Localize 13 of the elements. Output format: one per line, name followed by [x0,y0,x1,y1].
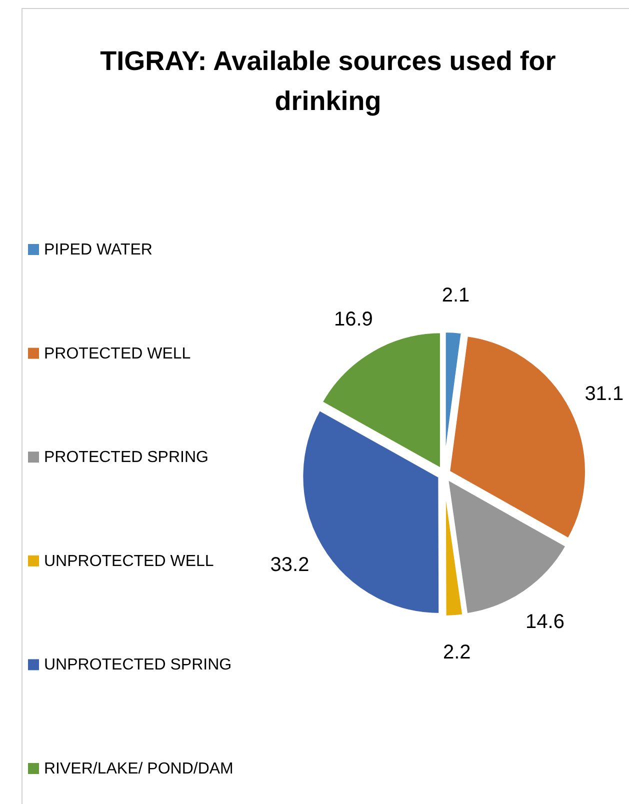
legend-label: UNPROTECTED WELL [44,552,214,570]
legend-label: PIPED WATER [44,242,152,258]
data-label: 31.1 [584,383,624,406]
legend-label: UNPROTECTED SPRING [44,656,232,674]
legend-label: RIVER/LAKE/ POND/DAM [44,760,234,778]
data-label: 33.2 [270,554,310,576]
data-label: 16.9 [334,308,373,331]
data-label: 2.2 [443,642,471,664]
data-label: 14.6 [526,610,564,633]
legend-label: PROTECTED WELL [44,345,191,362]
legend-label: PROTECTED SPRING [44,449,208,466]
data-label: 2.1 [442,284,470,306]
chart-title: TIGRAY: Available sources used for drinking [100,46,556,116]
